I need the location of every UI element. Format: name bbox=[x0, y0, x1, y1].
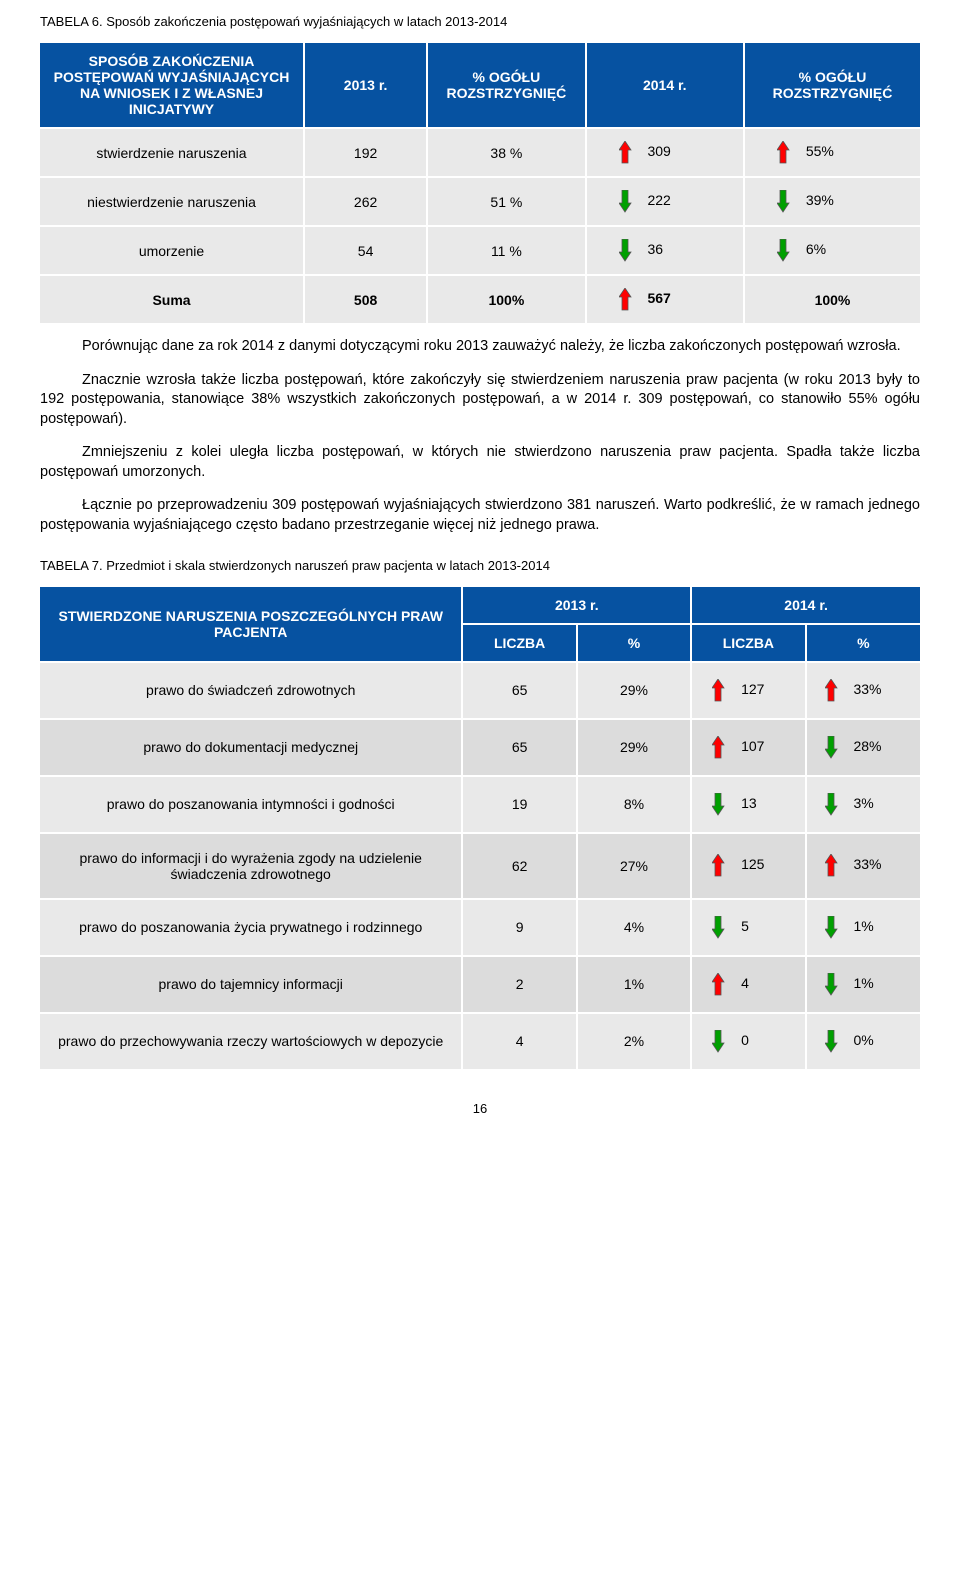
t7-n2014: 4 bbox=[691, 956, 805, 1013]
t7-p2013: 29% bbox=[577, 662, 691, 719]
t6-h4: % OGÓŁU ROZSTRZYGNIĘĆ bbox=[744, 43, 920, 128]
t7-row-name: prawo do przechowywania rzeczy wartościo… bbox=[40, 1013, 462, 1069]
t7-n2014: 5 bbox=[691, 899, 805, 956]
table6: SPOSÓB ZAKOŃCZENIA POSTĘPOWAŃ WYJAŚNIAJĄ… bbox=[40, 43, 920, 323]
t7-h-2013: 2013 r. bbox=[462, 587, 691, 624]
t7-n2013: 4 bbox=[462, 1013, 576, 1069]
t7-p2014: 0% bbox=[806, 1013, 920, 1069]
para-2: Znacznie wzrosła także liczba postępowań… bbox=[40, 371, 920, 430]
t7-p2013: 29% bbox=[577, 719, 691, 776]
t7-h-count2: LICZBA bbox=[691, 624, 805, 662]
t7-p2013: 8% bbox=[577, 776, 691, 833]
t6-sum-v2013: 508 bbox=[304, 275, 427, 323]
arrow-up-icon bbox=[619, 141, 632, 164]
arrow-down-icon bbox=[825, 973, 838, 996]
t7-row-name: prawo do poszanowania intymności i godno… bbox=[40, 776, 462, 833]
t7-p2014: 1% bbox=[806, 899, 920, 956]
arrow-up-icon bbox=[825, 854, 838, 877]
t7-n2014: 0 bbox=[691, 1013, 805, 1069]
t6-sum-v2014: 567 bbox=[586, 275, 744, 323]
arrow-down-icon bbox=[712, 1030, 725, 1053]
t7-row-name: prawo do tajemnicy informacji bbox=[40, 956, 462, 1013]
t7-p2013: 27% bbox=[577, 833, 691, 899]
t7-n2013: 62 bbox=[462, 833, 576, 899]
t7-p2013: 2% bbox=[577, 1013, 691, 1069]
t7-n2014: 13 bbox=[691, 776, 805, 833]
t7-h-main: STWIERDZONE NARUSZENIA POSZCZEGÓLNYCH PR… bbox=[40, 587, 462, 662]
t6-p2014: 39% bbox=[744, 177, 920, 226]
t7-h-2014: 2014 r. bbox=[691, 587, 920, 624]
t7-h-pct2: % bbox=[806, 624, 920, 662]
t6-h0: SPOSÓB ZAKOŃCZENIA POSTĘPOWAŃ WYJAŚNIAJĄ… bbox=[40, 43, 304, 128]
arrow-down-icon bbox=[619, 239, 632, 262]
t6-p2013: 38 % bbox=[427, 128, 585, 177]
arrow-up-icon bbox=[712, 854, 725, 877]
t6-p2013: 11 % bbox=[427, 226, 585, 275]
t7-row-name: prawo do informacji i do wyrażenia zgody… bbox=[40, 833, 462, 899]
t7-row-name: prawo do poszanowania życia prywatnego i… bbox=[40, 899, 462, 956]
t7-n2013: 19 bbox=[462, 776, 576, 833]
t7-p2014: 33% bbox=[806, 833, 920, 899]
t6-row-label: stwierdzenie naruszenia bbox=[40, 128, 304, 177]
arrow-down-icon bbox=[619, 190, 632, 213]
t7-h-count1: LICZBA bbox=[462, 624, 576, 662]
arrow-up-icon bbox=[825, 679, 838, 702]
t6-h1: 2013 r. bbox=[304, 43, 427, 128]
table7-caption: TABELA 7. Przedmiot i skala stwierdzonyc… bbox=[40, 558, 920, 573]
arrow-up-icon bbox=[712, 736, 725, 759]
t7-n2013: 2 bbox=[462, 956, 576, 1013]
arrow-down-icon bbox=[825, 1030, 838, 1053]
t7-p2013: 4% bbox=[577, 899, 691, 956]
t7-row-name: prawo do świadczeń zdrowotnych bbox=[40, 662, 462, 719]
table7: STWIERDZONE NARUSZENIA POSZCZEGÓLNYCH PR… bbox=[40, 587, 920, 1069]
t6-v2013: 192 bbox=[304, 128, 427, 177]
arrow-down-icon bbox=[777, 190, 790, 213]
arrow-down-icon bbox=[777, 239, 790, 262]
arrow-up-icon bbox=[777, 141, 790, 164]
arrow-up-icon bbox=[712, 679, 725, 702]
t7-n2013: 65 bbox=[462, 662, 576, 719]
t6-sum-p2013: 100% bbox=[427, 275, 585, 323]
t7-p2014: 33% bbox=[806, 662, 920, 719]
t7-n2013: 65 bbox=[462, 719, 576, 776]
t6-row-label: niestwierdzenie naruszenia bbox=[40, 177, 304, 226]
t7-n2014: 107 bbox=[691, 719, 805, 776]
t7-p2014: 1% bbox=[806, 956, 920, 1013]
arrow-down-icon bbox=[712, 793, 725, 816]
para-3: Zmniejszeniu z kolei uległa liczba postę… bbox=[40, 443, 920, 482]
t6-p2014: 6% bbox=[744, 226, 920, 275]
t7-n2014: 127 bbox=[691, 662, 805, 719]
t6-sum-label: Suma bbox=[40, 275, 304, 323]
t6-sum-p2014: 100% bbox=[744, 275, 920, 323]
t6-p2013: 51 % bbox=[427, 177, 585, 226]
para-4: Łącznie po przeprowadzeniu 309 postępowa… bbox=[40, 496, 920, 535]
t6-row-label: umorzenie bbox=[40, 226, 304, 275]
arrow-down-icon bbox=[825, 793, 838, 816]
t6-h2: % OGÓŁU ROZSTRZYGNIĘĆ bbox=[427, 43, 585, 128]
t7-n2014: 125 bbox=[691, 833, 805, 899]
arrow-down-icon bbox=[825, 736, 838, 759]
table6-caption: TABELA 6. Sposób zakończenia postępowań … bbox=[40, 14, 920, 29]
arrow-up-icon bbox=[619, 288, 632, 311]
arrow-up-icon bbox=[712, 973, 725, 996]
page-number: 16 bbox=[40, 1101, 920, 1116]
t7-row-name: prawo do dokumentacji medycznej bbox=[40, 719, 462, 776]
t6-v2014: 36 bbox=[586, 226, 744, 275]
para-1: Porównując dane za rok 2014 z danymi dot… bbox=[40, 337, 920, 357]
t7-p2013: 1% bbox=[577, 956, 691, 1013]
t6-v2014: 309 bbox=[586, 128, 744, 177]
arrow-down-icon bbox=[825, 916, 838, 939]
t7-n2013: 9 bbox=[462, 899, 576, 956]
arrow-down-icon bbox=[712, 916, 725, 939]
t7-p2014: 3% bbox=[806, 776, 920, 833]
t6-p2014: 55% bbox=[744, 128, 920, 177]
t7-h-pct1: % bbox=[577, 624, 691, 662]
t7-p2014: 28% bbox=[806, 719, 920, 776]
t6-v2013: 262 bbox=[304, 177, 427, 226]
t6-h3: 2014 r. bbox=[586, 43, 744, 128]
t6-v2013: 54 bbox=[304, 226, 427, 275]
t6-v2014: 222 bbox=[586, 177, 744, 226]
